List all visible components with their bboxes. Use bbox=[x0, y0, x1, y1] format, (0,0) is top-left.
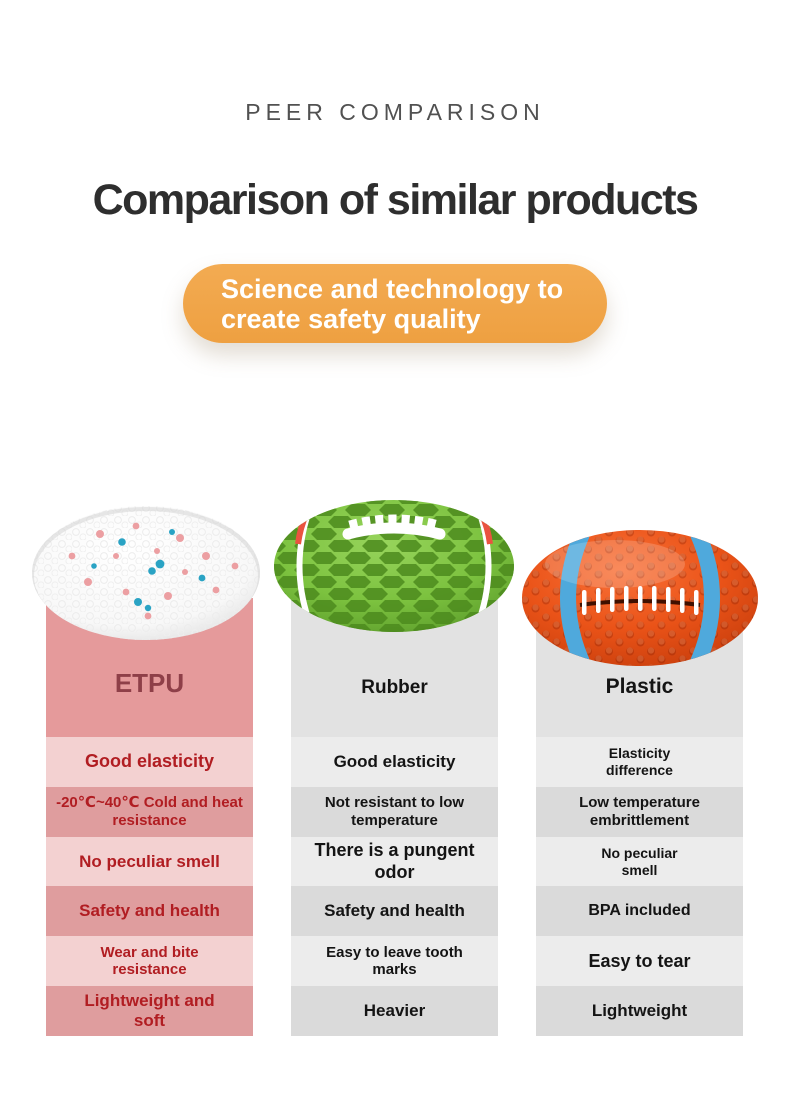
feature-row: No peculiar smell bbox=[536, 836, 743, 887]
feature-row: Lightweight and soft bbox=[46, 986, 253, 1036]
feature-row: There is a pungent odor bbox=[291, 836, 498, 887]
material-column-etpu: ETPU Good elasticity -20℃~40℃ Cold and h… bbox=[46, 598, 253, 1036]
slogan-line-2: create safety quality bbox=[221, 303, 481, 334]
feature-row: Low temperature embrittlement bbox=[536, 786, 743, 837]
page-title: Comparison of similar products bbox=[92, 176, 699, 224]
feature-row: Elasticity difference bbox=[536, 737, 743, 787]
feature-row: Good elasticity bbox=[46, 737, 253, 787]
feature-row: Not resistant to low temperature bbox=[291, 786, 498, 837]
slogan-badge: Science and technology to create safety … bbox=[183, 264, 607, 343]
feature-row: Safety and health bbox=[46, 886, 253, 937]
material-name: Plastic bbox=[605, 675, 674, 698]
feature-row: Easy to tear bbox=[536, 936, 743, 987]
feature-row: Heavier bbox=[291, 986, 498, 1036]
material-name: ETPU bbox=[114, 668, 185, 698]
material-name: Rubber bbox=[361, 677, 428, 698]
rubber-ball-image bbox=[274, 500, 514, 632]
plastic-ball-image bbox=[522, 530, 758, 666]
feature-row: BPA included bbox=[536, 886, 743, 937]
feature-row: No peculiar smell bbox=[46, 836, 253, 887]
slogan-line-1: Science and technology to bbox=[221, 273, 564, 304]
material-column-rubber: Rubber Good elasticity Not resistant to … bbox=[291, 598, 498, 1036]
feature-row: Safety and health bbox=[291, 886, 498, 937]
etpu-ball-image bbox=[32, 506, 260, 640]
feature-row: Lightweight bbox=[536, 986, 743, 1036]
feature-row: -20℃~40℃ Cold and heat resistance bbox=[46, 786, 253, 837]
feature-row: Wear and bite resistance bbox=[46, 936, 253, 987]
eyebrow-label: PEER COMPARISON bbox=[245, 99, 545, 125]
feature-row: Good elasticity bbox=[291, 737, 498, 787]
feature-row: Easy to leave tooth marks bbox=[291, 936, 498, 987]
